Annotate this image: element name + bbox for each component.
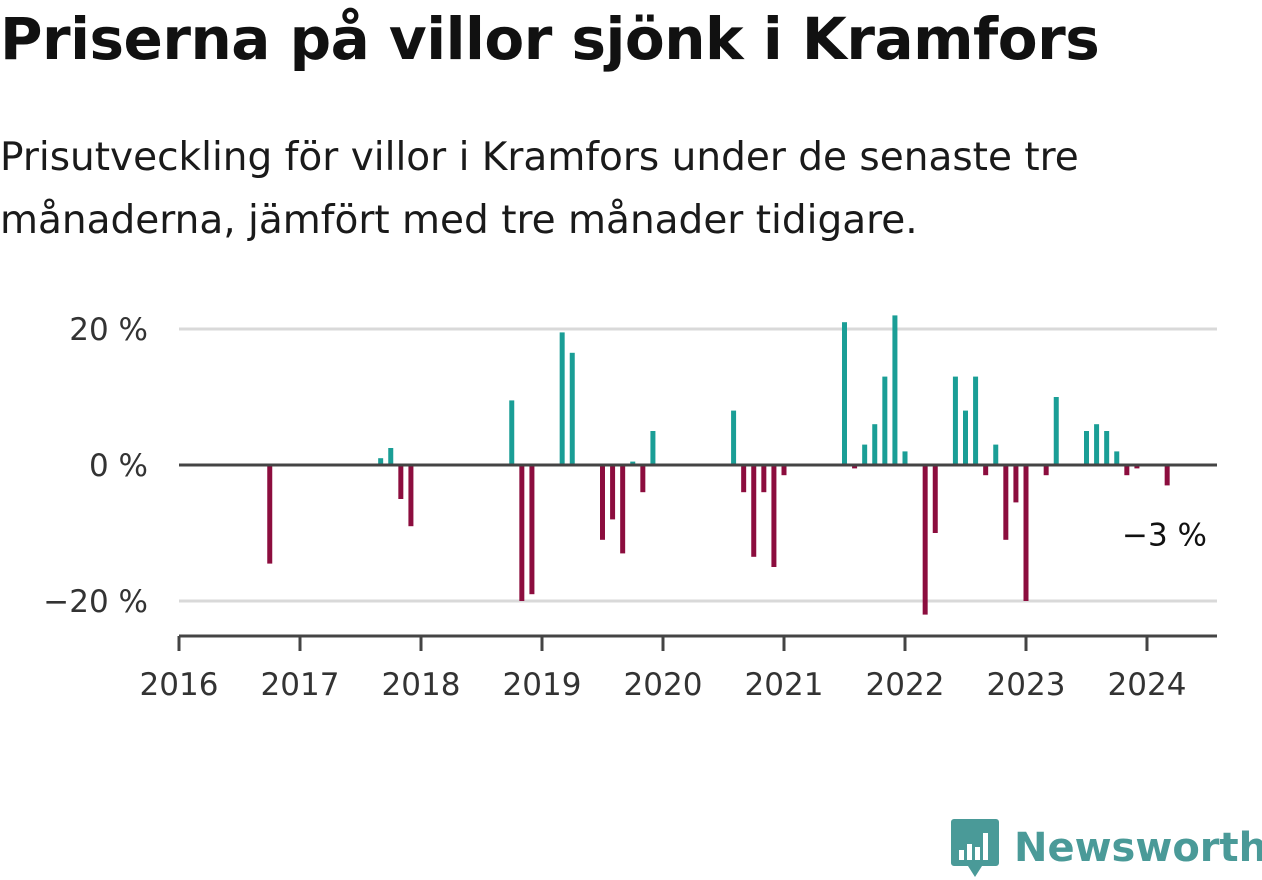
bar xyxy=(902,451,908,465)
bar xyxy=(892,315,898,465)
bar xyxy=(509,400,515,465)
bar xyxy=(993,444,999,465)
bar xyxy=(761,465,767,493)
bar xyxy=(408,465,414,527)
bar xyxy=(267,465,273,564)
bar xyxy=(771,465,777,567)
bar xyxy=(852,465,858,469)
x-tick-label: 2024 xyxy=(1108,667,1187,703)
bar xyxy=(1134,465,1140,469)
bar xyxy=(731,410,737,465)
bar xyxy=(398,465,404,499)
bar xyxy=(569,352,575,465)
brand-name: Newsworthy xyxy=(1014,825,1262,871)
bar xyxy=(529,465,535,595)
x-tick-label: 2020 xyxy=(624,667,703,703)
bar xyxy=(640,465,646,493)
grid-lines xyxy=(179,327,1217,603)
bar xyxy=(922,465,928,615)
bar xyxy=(872,424,878,465)
x-tick-label: 2022 xyxy=(866,667,945,703)
bar xyxy=(1104,431,1110,465)
bar xyxy=(1053,397,1059,465)
y-tick-label: −20 % xyxy=(43,584,148,620)
bar xyxy=(519,465,525,601)
annotation-label: −3 % xyxy=(1122,517,1207,553)
x-tick-label: 2017 xyxy=(261,667,340,703)
x-tick-label: 2019 xyxy=(503,667,582,703)
bar xyxy=(983,465,989,476)
x-axis-labels: 2016 2017 2018 2019 2020 2021 2022 2023 2024 xyxy=(140,667,1187,703)
y-tick-label: 0 % xyxy=(89,448,148,484)
x-tick-label: 2021 xyxy=(745,667,824,703)
bar xyxy=(630,461,636,465)
bar xyxy=(973,376,979,465)
bar xyxy=(559,332,565,465)
axes xyxy=(177,463,1217,651)
bar xyxy=(1023,465,1029,601)
bar xyxy=(620,465,626,554)
bar xyxy=(963,410,968,465)
newsworthy-logo: Newsworthy xyxy=(950,816,1262,880)
bar xyxy=(1124,465,1130,476)
bar xyxy=(610,465,616,520)
bar xyxy=(781,465,787,476)
bar xyxy=(862,444,868,465)
annotations: −3 % xyxy=(1122,517,1207,553)
bar xyxy=(1164,465,1170,486)
bar xyxy=(751,465,757,557)
bar xyxy=(1013,465,1019,503)
x-tick-label: 2016 xyxy=(140,667,219,703)
bar xyxy=(1043,465,1049,476)
y-tick-label: 20 % xyxy=(69,312,148,348)
bar xyxy=(741,465,747,493)
bar xyxy=(378,458,384,465)
bar xyxy=(932,465,938,533)
bar xyxy=(1003,465,1009,540)
bar xyxy=(600,465,605,540)
x-tick-label: 2023 xyxy=(987,667,1066,703)
bar xyxy=(952,376,958,465)
chart-title: Priserna på villor sjönk i Kramfors xyxy=(0,5,1100,73)
bar xyxy=(842,322,847,465)
bar xyxy=(1094,424,1100,465)
bar xyxy=(1114,451,1120,465)
x-tick-label: 2018 xyxy=(382,667,461,703)
bar-chart-chat-icon xyxy=(951,819,999,877)
bar xyxy=(388,448,394,465)
chart-subtitle: Prisutveckling för villor i Kramfors und… xyxy=(0,135,1079,243)
bar xyxy=(882,376,888,465)
y-axis-labels: 20 % 0 % −20 % xyxy=(43,312,148,620)
bar-chart: 20 % 0 % −20 % 2016 2017 2018 2019 2020 2021 202… xyxy=(43,312,1217,703)
bar xyxy=(1084,431,1089,465)
bar xyxy=(650,431,656,465)
bars xyxy=(267,315,1170,615)
